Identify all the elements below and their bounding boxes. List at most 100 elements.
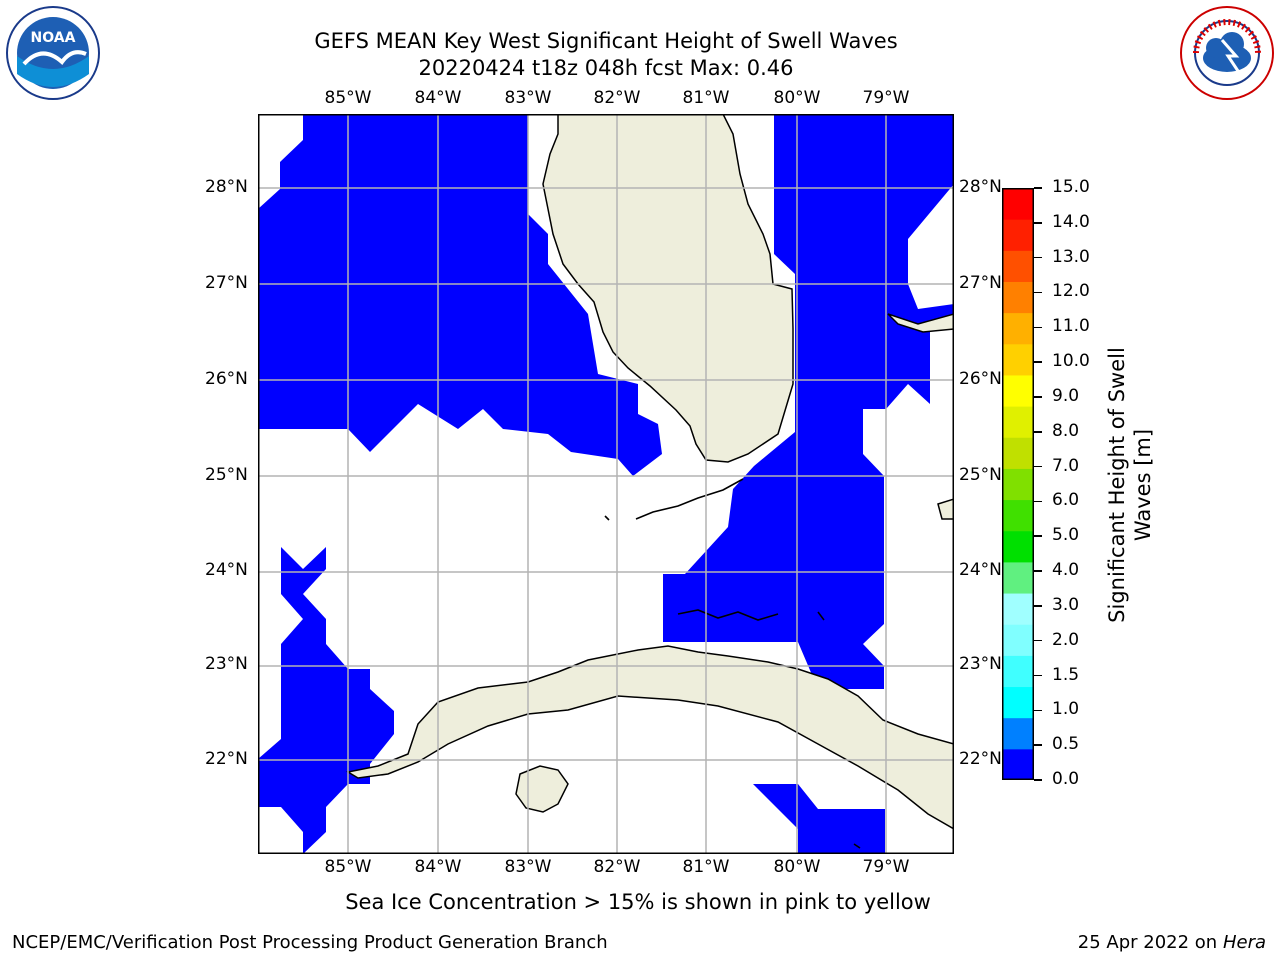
- colorbar-tick-mark: [1034, 605, 1042, 607]
- colorbar-tick-mark: [1034, 256, 1042, 259]
- colorbar-tick-label: 7.0: [1052, 455, 1080, 476]
- colorbar-tick-label: 9.0: [1052, 385, 1080, 406]
- colorbar-tick-mark: [1034, 396, 1042, 398]
- map-svg: [258, 113, 955, 854]
- colorbar-tick-mark: [1034, 187, 1042, 189]
- lon-label-top: 81°W: [682, 88, 730, 108]
- colorbar-label: Significant Height of Swell Waves [m]: [1105, 347, 1155, 623]
- colorbar-tick-mark: [1034, 570, 1042, 572]
- colorbar-tick-label: 3.0: [1052, 594, 1080, 615]
- colorbar-tick-label: 1.5: [1052, 664, 1080, 685]
- lat-label-left: 26°N: [205, 369, 248, 389]
- credit-line: NCEP/EMC/Verification Post Processing Pr…: [12, 932, 608, 953]
- noaa-logo: NOAA: [2, 4, 104, 102]
- colorbar-segment: [1002, 281, 1034, 314]
- colorbar-tick-mark: [1034, 744, 1042, 746]
- colorbar-segment: [1002, 343, 1034, 376]
- colorbar-tick-label: 4.0: [1052, 560, 1080, 581]
- run-date-host: Hera: [1222, 932, 1266, 953]
- lat-label-left: 22°N: [205, 749, 248, 769]
- lon-label-top: 82°W: [593, 88, 641, 108]
- lat-label-right: 26°N: [959, 369, 1002, 389]
- florida-peninsula: [542, 113, 794, 463]
- colorbar-segment: [1002, 312, 1034, 345]
- lat-label-left: 23°N: [205, 654, 248, 674]
- colorbar-tick-label: 0.0: [1052, 769, 1080, 789]
- colorbar-tick-mark: [1034, 222, 1042, 224]
- colorbar-segment: [1002, 437, 1034, 469]
- colorbar-segment: [1002, 624, 1034, 656]
- colorbar-segment: [1002, 250, 1034, 282]
- lat-label-left: 24°N: [205, 560, 248, 580]
- lon-label-bottom: 84°W: [414, 857, 462, 877]
- swell-field: [258, 114, 954, 854]
- colorbar-tick-label: 5.0: [1052, 525, 1080, 546]
- colorbar-segment: [1002, 374, 1034, 407]
- colorbar-segment: [1002, 530, 1034, 563]
- colorbar-segment: [1002, 468, 1034, 501]
- run-date: 25 Apr 2022 on Hera: [1078, 932, 1266, 953]
- colorbar-tick-label: 1.0: [1052, 699, 1080, 720]
- colorbar-tick-mark: [1034, 535, 1042, 537]
- colorbar-tick-label: 8.0: [1052, 420, 1080, 441]
- lon-label-bottom: 80°W: [773, 857, 821, 877]
- isla-juventud: [515, 765, 569, 813]
- colorbar-tick-label: 15.0: [1052, 177, 1090, 197]
- colorbar-tick-label: 14.0: [1052, 211, 1090, 232]
- lat-label-left: 28°N: [205, 177, 248, 197]
- colorbar-tick-mark: [1034, 639, 1042, 642]
- lon-label-top: 84°W: [414, 88, 462, 108]
- lon-label-bottom: 85°W: [324, 857, 372, 877]
- map-panel: [258, 113, 955, 854]
- colorbar-tick-mark: [1034, 674, 1042, 677]
- colorbar-tick-label: 13.0: [1052, 246, 1090, 267]
- lat-label-left: 27°N: [205, 273, 248, 293]
- lon-label-top: 85°W: [324, 88, 372, 108]
- sea-ice-note: Sea Ice Concentration > 15% is shown in …: [345, 890, 931, 914]
- colorbar-segment: [1002, 655, 1034, 688]
- nws-logo: [1176, 4, 1278, 102]
- colorbar-tick-mark: [1034, 500, 1042, 503]
- lon-label-bottom: 82°W: [593, 857, 641, 877]
- colorbar-segment: [1002, 499, 1034, 532]
- colorbar-tick-mark: [1034, 326, 1042, 329]
- colorbar-tick-mark: [1034, 709, 1042, 712]
- lon-label-top: 79°W: [862, 88, 910, 108]
- colorbar-tick-mark: [1034, 361, 1042, 363]
- lat-label-right: 25°N: [959, 465, 1002, 485]
- colorbar-tick-label: 2.0: [1052, 629, 1080, 650]
- colorbar-frame: [1002, 188, 1034, 780]
- colorbar-segment: [1002, 561, 1034, 594]
- lat-label-right: 24°N: [959, 560, 1002, 580]
- colorbar-tick-mark: [1034, 291, 1042, 294]
- colorbar-segment: [1002, 717, 1034, 750]
- colorbar-svg: [1002, 188, 1034, 781]
- colorbar-segment: [1002, 686, 1034, 719]
- lat-label-right: 23°N: [959, 654, 1002, 674]
- colorbar-segment: [1002, 406, 1034, 438]
- colorbar-tick-label: 6.0: [1052, 490, 1080, 511]
- chart-subtitle: 20220424 t18z 048h fcst Max: 0.46: [418, 56, 794, 80]
- lat-label-left: 25°N: [205, 465, 248, 485]
- colorbar-tick-mark: [1034, 779, 1042, 781]
- lat-label-right: 28°N: [959, 177, 1002, 197]
- colorbar-segment: [1002, 748, 1034, 781]
- colorbar-tick-label: 11.0: [1052, 316, 1090, 337]
- colorbar: [1002, 188, 1034, 781]
- lon-label-top: 83°W: [504, 88, 552, 108]
- run-date-prefix: 25 Apr 2022 on: [1077, 932, 1223, 953]
- lon-label-bottom: 81°W: [682, 857, 730, 877]
- noaa-logo-text: NOAA: [31, 30, 76, 46]
- colorbar-segment: [1002, 188, 1034, 220]
- colorbar-segment: [1002, 593, 1034, 625]
- map-frame: [258, 114, 954, 854]
- florida-keys: [604, 478, 861, 849]
- colorbar-tick-mark: [1034, 431, 1042, 433]
- colorbar-segment: [1002, 219, 1034, 251]
- lat-label-right: 27°N: [959, 273, 1002, 293]
- lon-label-bottom: 79°W: [862, 857, 910, 877]
- graticule: [258, 114, 954, 854]
- colorbar-tick-mark: [1034, 465, 1042, 468]
- colorbar-tick-label: 0.5: [1052, 734, 1080, 755]
- colorbar-tick-label: 12.0: [1052, 281, 1090, 302]
